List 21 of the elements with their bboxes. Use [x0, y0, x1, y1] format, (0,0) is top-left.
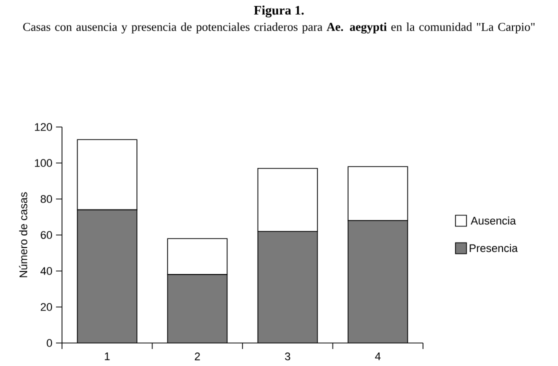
x-tick-label: 2 — [194, 352, 200, 360]
chart-title: Figura 1. — [254, 6, 304, 18]
y-tick-label: 20 — [40, 303, 52, 311]
x-tick-label: 3 — [284, 352, 290, 360]
bar — [348, 220, 408, 343]
bar — [168, 274, 228, 343]
y-tick-label: 100 — [34, 159, 52, 167]
x-tick-label: 1 — [104, 352, 110, 360]
y-tick-label: 120 — [34, 123, 52, 131]
bar — [258, 231, 318, 343]
x-tick-label: 4 — [375, 352, 381, 360]
y-tick-label: 60 — [40, 231, 52, 239]
legend-label: Presencia — [470, 244, 518, 252]
legend-label: Ausencia — [470, 216, 516, 225]
bar — [77, 210, 137, 343]
bar — [167, 238, 228, 275]
chart-subtitle: Casas con ausencia y presencia de potenciales criaderos para Ae. aegypti en la comunidad "La Carpio" — [23, 22, 535, 34]
y-tick-label: 40 — [40, 267, 52, 275]
y-tick-label: 0 — [46, 339, 52, 347]
y-axis-title: Número de casas — [19, 192, 28, 278]
y-tick-label: 80 — [40, 195, 52, 203]
